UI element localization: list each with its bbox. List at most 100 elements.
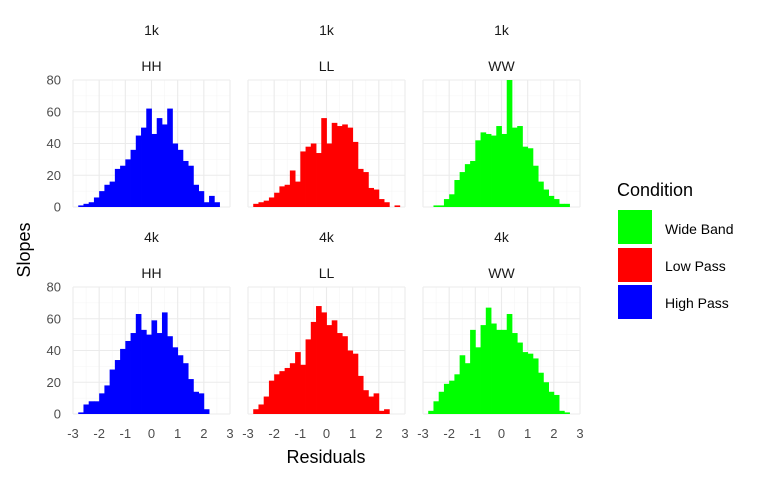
histogram-bar (470, 160, 476, 207)
histogram-bar (146, 334, 152, 414)
histogram-bar (141, 329, 147, 414)
histogram-bar (352, 141, 359, 207)
histogram-bar (564, 203, 570, 207)
y-tick-label: 40 (47, 343, 61, 358)
histogram-bar (295, 352, 301, 414)
histogram-bar (258, 202, 265, 207)
histogram-bar (357, 375, 364, 414)
histogram-bar (253, 203, 259, 207)
x-tick-label: 0 (323, 426, 330, 441)
histogram-bar (336, 126, 343, 207)
histogram-bar (373, 393, 380, 414)
histogram-bar (438, 391, 445, 414)
histogram-bar (156, 118, 163, 207)
histogram-bar (274, 192, 280, 207)
histogram-bar (146, 108, 152, 207)
histogram-bar (135, 313, 142, 414)
histogram-bar (342, 124, 348, 207)
histogram-bar (316, 306, 322, 414)
histogram-bar (532, 165, 539, 207)
histogram-bar (342, 336, 348, 414)
histogram-bar (167, 336, 173, 414)
histogram-bar (496, 329, 502, 414)
facet-row-label: 4k (144, 229, 160, 245)
histogram-bar (193, 391, 199, 414)
histogram-bar (167, 108, 173, 207)
x-tick-label: 2 (550, 426, 557, 441)
histogram-bar (373, 189, 380, 207)
histogram-bar (480, 132, 487, 207)
x-tick-label: 1 (174, 426, 181, 441)
histogram-bar (459, 355, 466, 414)
histogram-bar (188, 165, 194, 207)
facet-row-label: 1k (144, 22, 160, 38)
histogram-bar (203, 409, 210, 414)
histogram-bar (83, 203, 90, 207)
histogram-bar (464, 164, 471, 207)
facet-row-label: 1k (319, 22, 335, 38)
y-tick-label: 60 (47, 104, 61, 119)
y-tick-label: 40 (47, 136, 61, 151)
x-tick-label: 2 (200, 426, 207, 441)
histogram-bar (475, 347, 481, 414)
histogram-bar (284, 367, 291, 414)
histogram-bar (331, 320, 338, 414)
x-tick-label: -2 (443, 426, 455, 441)
histogram-bar (527, 148, 534, 207)
histogram-bar (156, 333, 163, 414)
histogram-bar (496, 126, 502, 207)
histogram-bar (300, 364, 306, 414)
histogram-bar (485, 307, 492, 414)
histogram-bar (130, 333, 137, 414)
histogram-bar (449, 194, 455, 207)
histogram-bar (300, 151, 306, 207)
panel-1k-LL: 1k LL (247, 22, 406, 208)
histogram-bar (363, 390, 369, 414)
histogram-bar (104, 184, 111, 207)
histogram-bar (501, 329, 508, 414)
facet-col-label: LL (319, 58, 335, 74)
histogram-bar (470, 329, 476, 414)
histogram-bar (109, 181, 116, 207)
panel-4k-HH: 4k HH 0 20 40 60 80 -3 -2 -1 0 1 2 3 (47, 229, 234, 441)
histogram-bar (88, 202, 95, 207)
legend-title: Condition (617, 180, 693, 200)
histogram-bar (548, 195, 555, 207)
facet-col-label: LL (319, 265, 335, 281)
histogram-bar (559, 203, 565, 207)
histogram-bar (368, 187, 374, 207)
x-tick-label: 1 (349, 426, 356, 441)
histogram-bar (209, 195, 215, 207)
histogram-bar (182, 363, 189, 414)
x-tick-label: -1 (120, 426, 132, 441)
histogram-bar (188, 379, 194, 414)
histogram-bar (501, 133, 508, 207)
histogram-bar (93, 401, 100, 414)
histogram-bar (491, 135, 497, 207)
histogram-bar (104, 385, 111, 414)
histogram-bar (151, 133, 158, 207)
histogram-bar (548, 391, 555, 414)
histogram-bar (511, 333, 518, 414)
histogram-bar (538, 181, 544, 207)
legend-label-wide-band: Wide Band (665, 221, 733, 237)
histogram-bar (99, 393, 105, 414)
histogram-bar (347, 350, 354, 414)
histogram-bar (553, 199, 560, 207)
histogram-bar (151, 320, 158, 414)
histogram-bar (559, 410, 565, 414)
histogram-bar (263, 396, 270, 414)
histogram-bar (120, 165, 126, 207)
histogram-bar (464, 363, 471, 414)
histogram-bar (517, 126, 523, 207)
histogram-bar (214, 202, 220, 207)
x-tick-label: 0 (498, 426, 505, 441)
facet-row-label: 4k (494, 229, 510, 245)
histogram-bar (78, 205, 84, 207)
facet-row-label: 1k (494, 22, 510, 38)
histogram-bar (310, 321, 317, 414)
histogram-bar (268, 380, 275, 414)
facet-col-label: WW (488, 58, 515, 74)
